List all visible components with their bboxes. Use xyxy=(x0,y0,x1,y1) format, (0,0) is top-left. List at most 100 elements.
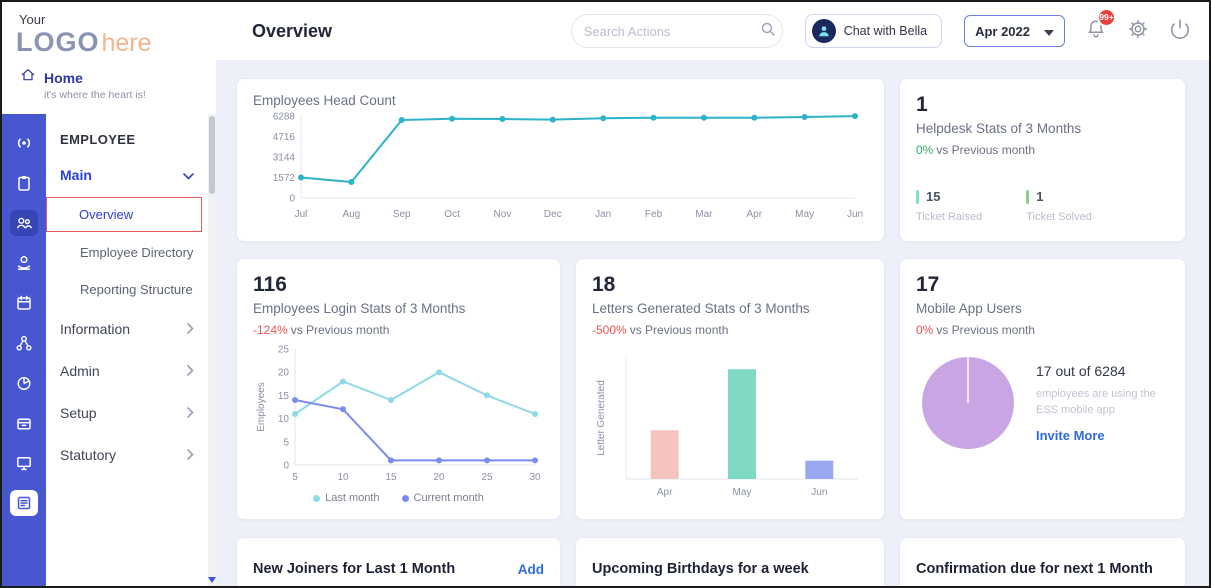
svg-text:Mar: Mar xyxy=(695,209,713,220)
helpdesk-delta: 0% vs Previous month xyxy=(916,143,1036,157)
svg-text:15: 15 xyxy=(385,472,397,483)
helpdesk-stat-row: 15 Ticket Raised 1 Ticket Solved xyxy=(916,189,1169,223)
pie-caption: employees are using the ESS mobile app xyxy=(1036,388,1156,416)
sidebar-group-setup[interactable]: Setup xyxy=(60,392,204,434)
svg-text:0: 0 xyxy=(289,194,295,205)
login-chart-legend: Last month Current month xyxy=(253,492,544,504)
svg-text:Jul: Jul xyxy=(295,209,308,220)
ticket-solved-stat: 1 Ticket Solved xyxy=(1026,189,1092,223)
employees-icon[interactable] xyxy=(10,210,38,236)
month-filter-dropdown[interactable]: Apr 2022 xyxy=(964,15,1065,47)
card-letters-generated: 18 Letters Generated Stats of 3 Months -… xyxy=(575,258,885,520)
menu-group-main[interactable]: Main xyxy=(60,167,204,183)
svg-text:15: 15 xyxy=(278,391,290,402)
dashboard-content: Employees Head Count 0 1572 3144 4716 6288 Ju… xyxy=(216,60,1209,586)
svg-text:10: 10 xyxy=(337,472,349,483)
scrollbar-down-arrow[interactable] xyxy=(208,577,216,583)
sidebar-body: EMPLOYEE Main Overview Employee Director… xyxy=(2,114,216,586)
add-new-joiner-link[interactable]: Add xyxy=(517,561,544,577)
sidebar-scrollbar[interactable] xyxy=(208,114,216,586)
card-new-joiners: New Joiners for Last 1 Month Add xyxy=(236,537,561,586)
svg-text:Apr: Apr xyxy=(657,487,673,498)
svg-text:Jun: Jun xyxy=(847,209,863,220)
announcement-icon[interactable] xyxy=(10,130,38,156)
svg-text:Oct: Oct xyxy=(444,209,460,220)
login-value: 116 xyxy=(253,273,287,296)
bella-avatar xyxy=(811,19,836,43)
svg-text:Aug: Aug xyxy=(342,209,360,220)
requests-icon[interactable] xyxy=(10,410,38,436)
pie-caption-title: 17 out of 6284 xyxy=(1036,363,1126,380)
upcoming-birthdays-title: Upcoming Birthdays for a week xyxy=(592,561,809,577)
sidebar-group-statutory[interactable]: Statutory xyxy=(60,434,204,476)
logout-button[interactable] xyxy=(1169,18,1191,45)
search-box[interactable] xyxy=(570,14,783,48)
delta-value: 0% xyxy=(916,143,934,157)
notification-badge: 99+ xyxy=(1097,7,1116,27)
sidebar-item-employee-directory[interactable]: Employee Directory xyxy=(80,245,194,260)
chevron-right-icon xyxy=(187,363,194,379)
sidebar-group-admin[interactable]: Admin xyxy=(60,350,204,392)
news-icon[interactable] xyxy=(10,490,38,516)
letters-title: Letters Generated Stats of 3 Months xyxy=(592,301,810,316)
connections-icon[interactable] xyxy=(10,330,38,356)
svg-text:10: 10 xyxy=(278,414,290,425)
logo-area: Your LOGOhere Home it's where the heart … xyxy=(2,2,216,114)
home-label: Home xyxy=(44,69,83,86)
svg-text:Jun: Jun xyxy=(811,487,827,498)
tasks-icon[interactable] xyxy=(10,170,38,196)
mobile-app-users-pie-chart xyxy=(922,357,1014,449)
notifications-button[interactable]: 99+ xyxy=(1085,7,1116,45)
login-delta: -124% vs Previous month xyxy=(253,323,390,337)
invite-more-link[interactable]: Invite More xyxy=(1036,427,1105,443)
ticket-solved-tick xyxy=(1026,189,1030,204)
reports-icon[interactable] xyxy=(10,370,38,396)
card-employees-head-count: Employees Head Count 0 1572 3144 4716 6288 Ju… xyxy=(236,78,885,242)
letters-delta: -500% vs Previous month xyxy=(592,323,729,337)
card-mobile-app-users: 17 Mobile App Users 0% vs Previous month … xyxy=(899,258,1186,520)
icon-rail xyxy=(2,114,46,586)
home-link[interactable]: Home xyxy=(16,67,204,88)
calendar-icon[interactable] xyxy=(10,290,38,316)
payroll-icon[interactable] xyxy=(10,250,38,276)
mobile-delta: 0% vs Previous month xyxy=(916,323,1036,337)
sidebar-group-information[interactable]: Information xyxy=(60,308,204,350)
home-icon xyxy=(20,67,36,88)
mobile-value: 17 xyxy=(916,273,940,296)
login-title: Employees Login Stats of 3 Months xyxy=(253,301,466,316)
svg-text:Letter Generated: Letter Generated xyxy=(596,380,607,456)
card-upcoming-birthdays: Upcoming Birthdays for a week xyxy=(575,537,885,586)
ticket-raised-tick xyxy=(916,189,919,204)
chevron-right-icon xyxy=(187,405,194,421)
menu-group-main-label: Main xyxy=(60,167,92,183)
letters-value: 18 xyxy=(592,273,616,296)
gear-icon xyxy=(1127,18,1149,45)
svg-text:Feb: Feb xyxy=(645,209,663,220)
chat-button-label: Chat with Bella xyxy=(843,24,928,38)
sidebar: Your LOGOhere Home it's where the heart … xyxy=(2,2,216,586)
sidebar-item-reporting-structure[interactable]: Reporting Structure xyxy=(80,282,193,297)
mobile-title: Mobile App Users xyxy=(916,301,1022,316)
legend-current-month: Current month xyxy=(401,492,484,504)
svg-text:25: 25 xyxy=(278,345,290,356)
app-logo: Your LOGOhere xyxy=(16,12,204,58)
confirmation-due-title: Confirmation due for next 1 Month xyxy=(916,561,1153,577)
settings-button[interactable] xyxy=(1127,18,1149,45)
svg-text:20: 20 xyxy=(433,472,445,483)
head-count-line-chart: 0 1572 3144 4716 6288 Jul Aug Sep Oct Nov Dec Jan Fe… xyxy=(273,112,863,221)
home-tagline: it's where the heart is! xyxy=(44,89,146,101)
main-area: Overview Chat with Bella Apr 2022 xyxy=(216,2,1209,586)
logo-text-logo: LOGO xyxy=(16,27,100,57)
svg-text:5: 5 xyxy=(292,472,298,483)
delta-value: 0% xyxy=(916,323,934,337)
devices-icon[interactable] xyxy=(10,450,38,476)
sidebar-item-overview[interactable]: Overview xyxy=(46,197,202,232)
scrollbar-thumb[interactable] xyxy=(209,116,215,194)
power-icon xyxy=(1169,18,1191,45)
svg-text:4716: 4716 xyxy=(273,132,296,143)
chevron-right-icon xyxy=(187,447,194,463)
chat-with-bella-button[interactable]: Chat with Bella xyxy=(804,14,943,48)
search-input[interactable] xyxy=(583,23,760,39)
